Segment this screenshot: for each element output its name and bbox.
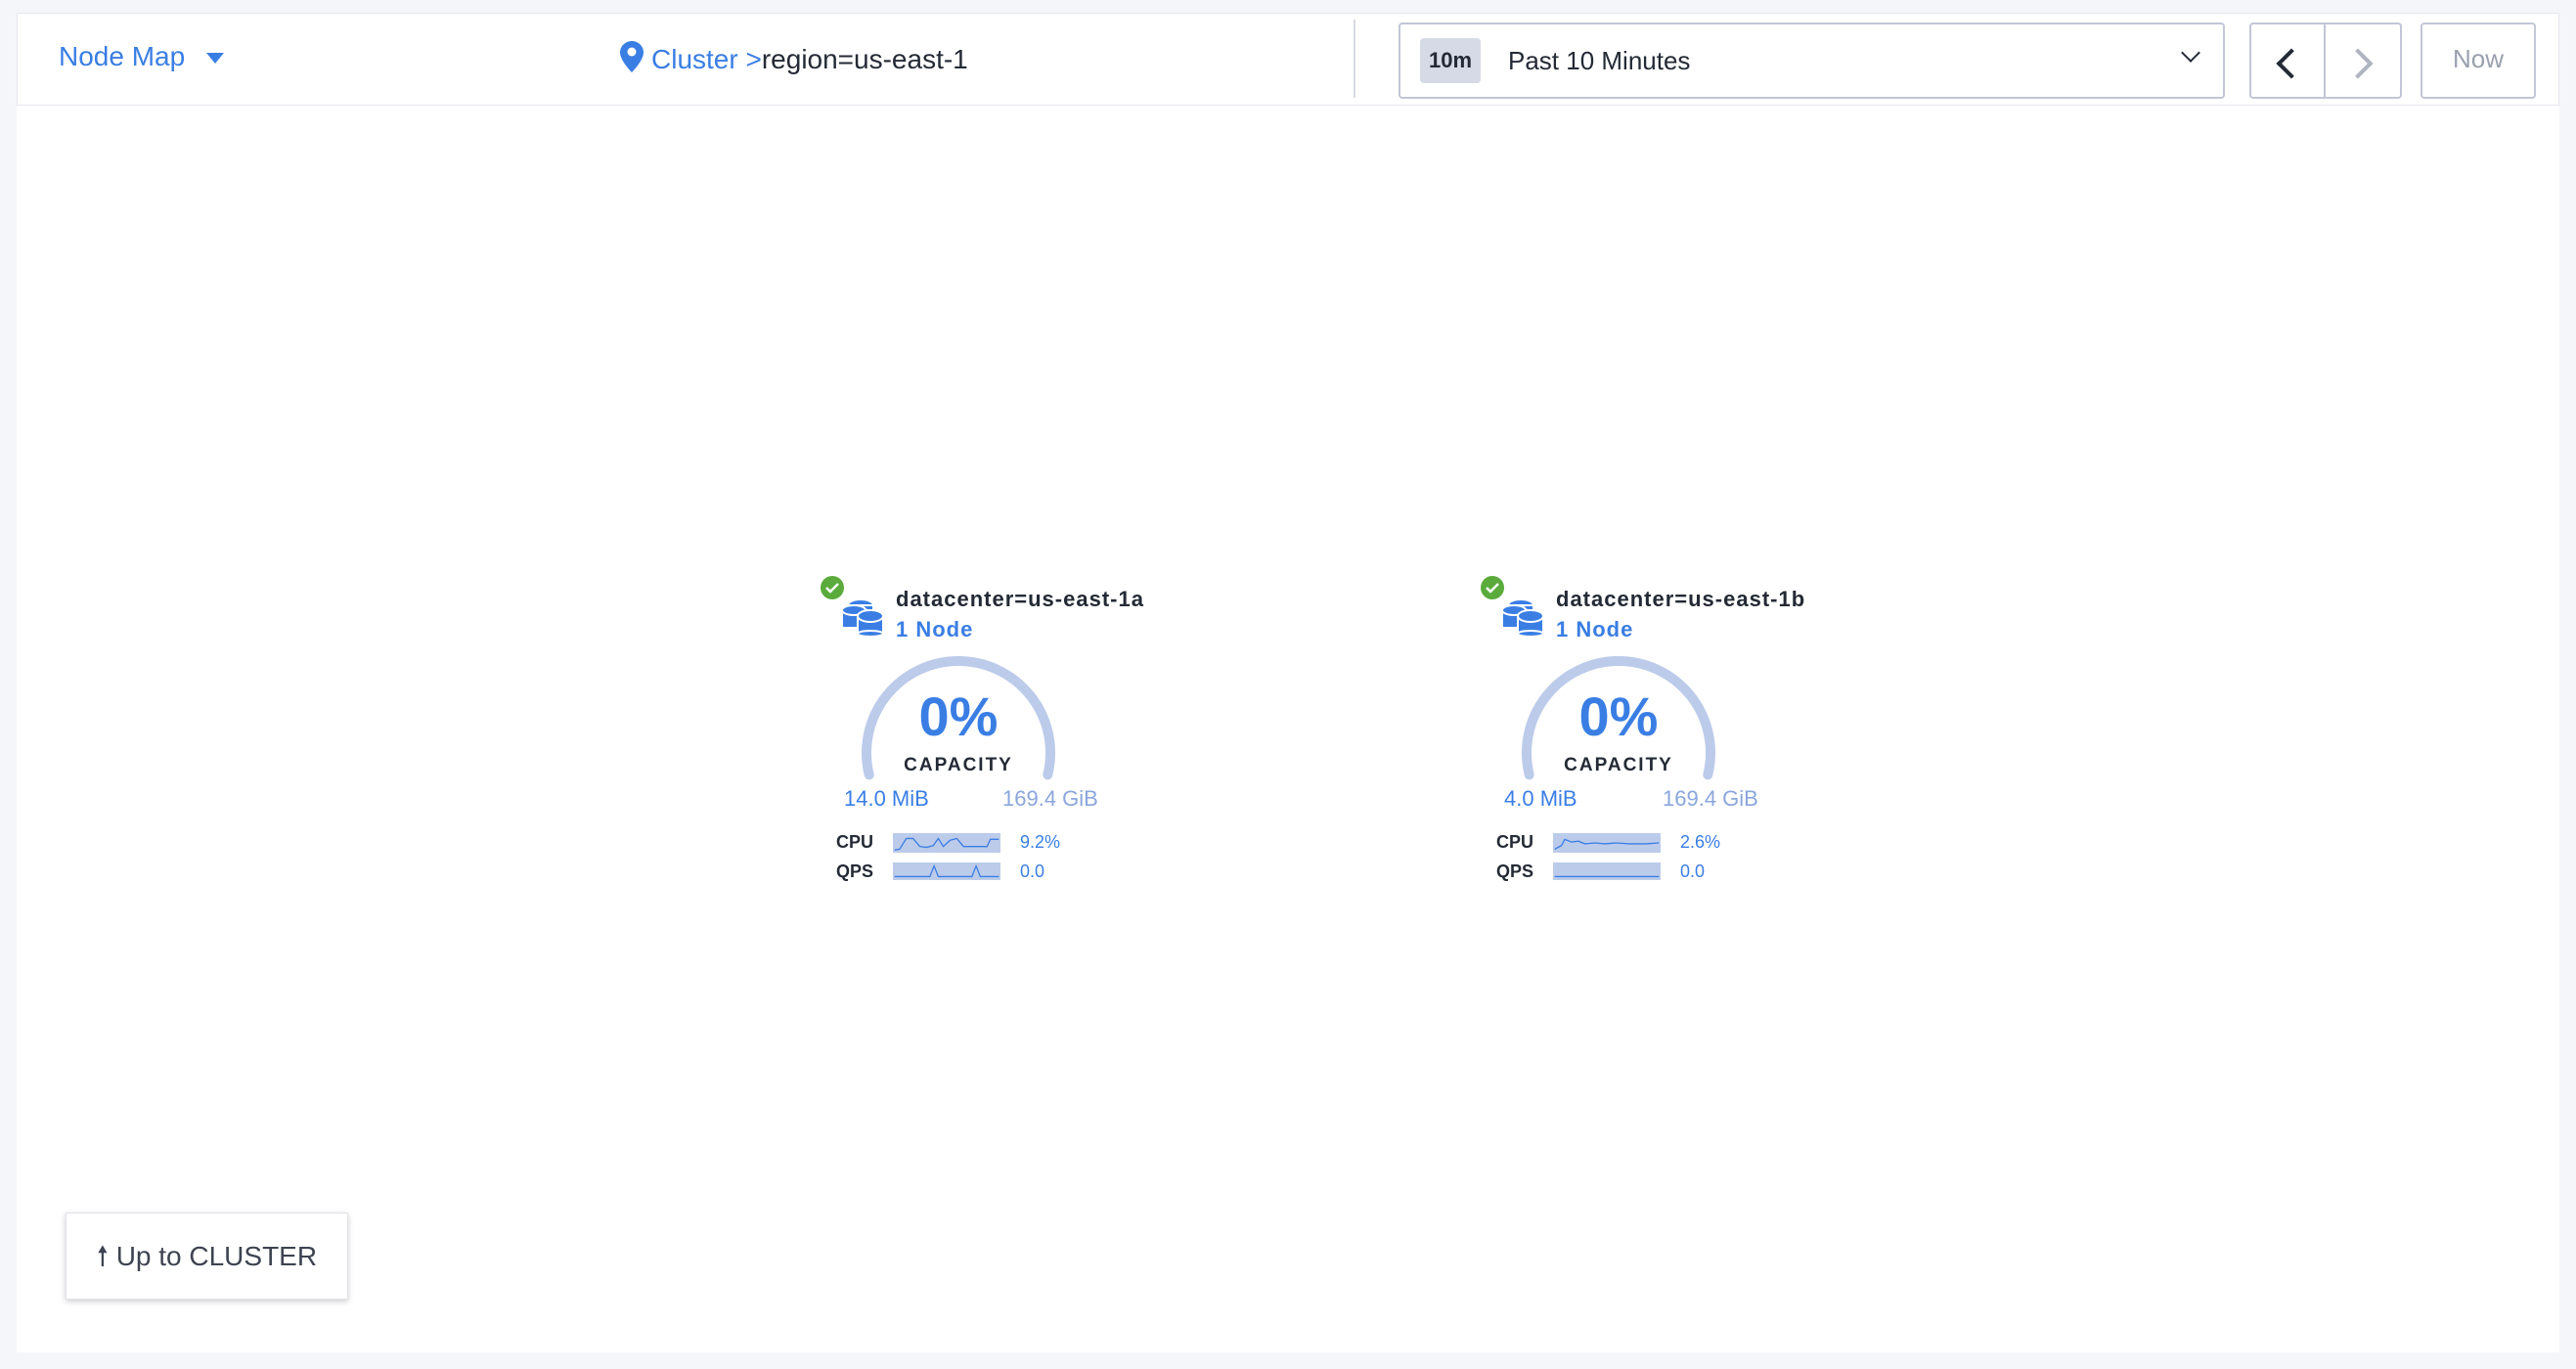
datacenter-node[interactable]: datacenter=us-east-1a 1 Node 0% CAPACITY… (821, 576, 1242, 900)
node-title[interactable]: datacenter=us-east-1a (896, 587, 1144, 611)
map-pin-icon (620, 41, 644, 72)
capacity-label: CAPACITY (1564, 755, 1673, 775)
node-title[interactable]: datacenter=us-east-1b (1556, 587, 1806, 611)
previous-time-button[interactable] (2249, 22, 2326, 99)
qps-sparkline (1553, 862, 1661, 880)
capacity-gauge (1522, 656, 1715, 780)
cpu-label: CPU (1496, 832, 1534, 852)
capacity-gauge (862, 656, 1055, 780)
next-time-button[interactable] (2326, 22, 2402, 99)
qps-label: QPS (836, 861, 874, 881)
qps-sparkline (893, 862, 1000, 880)
chevron-right-icon (2342, 48, 2374, 79)
datacenter-node[interactable]: datacenter=us-east-1b 1 Node 0% CAPACITY… (1481, 576, 1902, 900)
capacity-label: CAPACITY (904, 755, 1013, 775)
check-circle-icon (1481, 576, 1504, 599)
now-button[interactable]: Now (2421, 22, 2536, 99)
node-count: 1 Node (1556, 617, 1634, 641)
view-selector-dropdown[interactable]: Node Map (59, 41, 225, 72)
breadcrumb-separator: > (745, 44, 762, 74)
qps-value: 0.0 (1020, 861, 1045, 881)
cpu-value: 2.6% (1680, 832, 1721, 852)
node-map-canvas (17, 106, 2559, 1352)
up-to-cluster-button[interactable]: 🠕 Up to CLUSTER (66, 1213, 348, 1300)
cpu-value: 9.2% (1020, 832, 1061, 852)
up-button-label: Up to CLUSTER (115, 1241, 318, 1271)
database-stack-icon (841, 598, 884, 638)
check-circle-icon (821, 576, 844, 599)
chevron-left-icon (2276, 48, 2307, 79)
used-storage: 14.0 MiB (844, 786, 929, 811)
time-range-select[interactable]: 10m Past 10 Minutes (1399, 22, 2225, 99)
cpu-sparkline (1553, 833, 1661, 853)
view-selector-label: Node Map (59, 41, 186, 71)
qps-value: 0.0 (1680, 861, 1706, 881)
total-storage: 169.4 GiB (1663, 786, 1758, 811)
header-divider (1354, 20, 1355, 98)
database-stack-icon (1501, 598, 1544, 638)
qps-label: QPS (1496, 861, 1534, 881)
breadcrumb: Cluster >region=us-east-1 (620, 41, 968, 75)
used-storage: 4.0 MiB (1504, 786, 1577, 811)
capacity-percent: 0% (918, 685, 999, 747)
chevron-down-icon (2181, 43, 2200, 63)
node-count: 1 Node (896, 617, 974, 641)
arrow-up-icon: 🠕 (96, 1241, 109, 1271)
breadcrumb-current: region=us-east-1 (761, 44, 968, 74)
breadcrumb-cluster-link[interactable]: Cluster (651, 44, 738, 74)
cpu-label: CPU (836, 832, 874, 852)
time-range-badge: 10m (1420, 38, 1481, 83)
cpu-sparkline (893, 833, 1000, 853)
total-storage: 169.4 GiB (1002, 786, 1098, 811)
capacity-percent: 0% (1578, 685, 1659, 747)
caret-down-icon (206, 53, 225, 65)
time-range-label: Past 10 Minutes (1508, 46, 1691, 75)
